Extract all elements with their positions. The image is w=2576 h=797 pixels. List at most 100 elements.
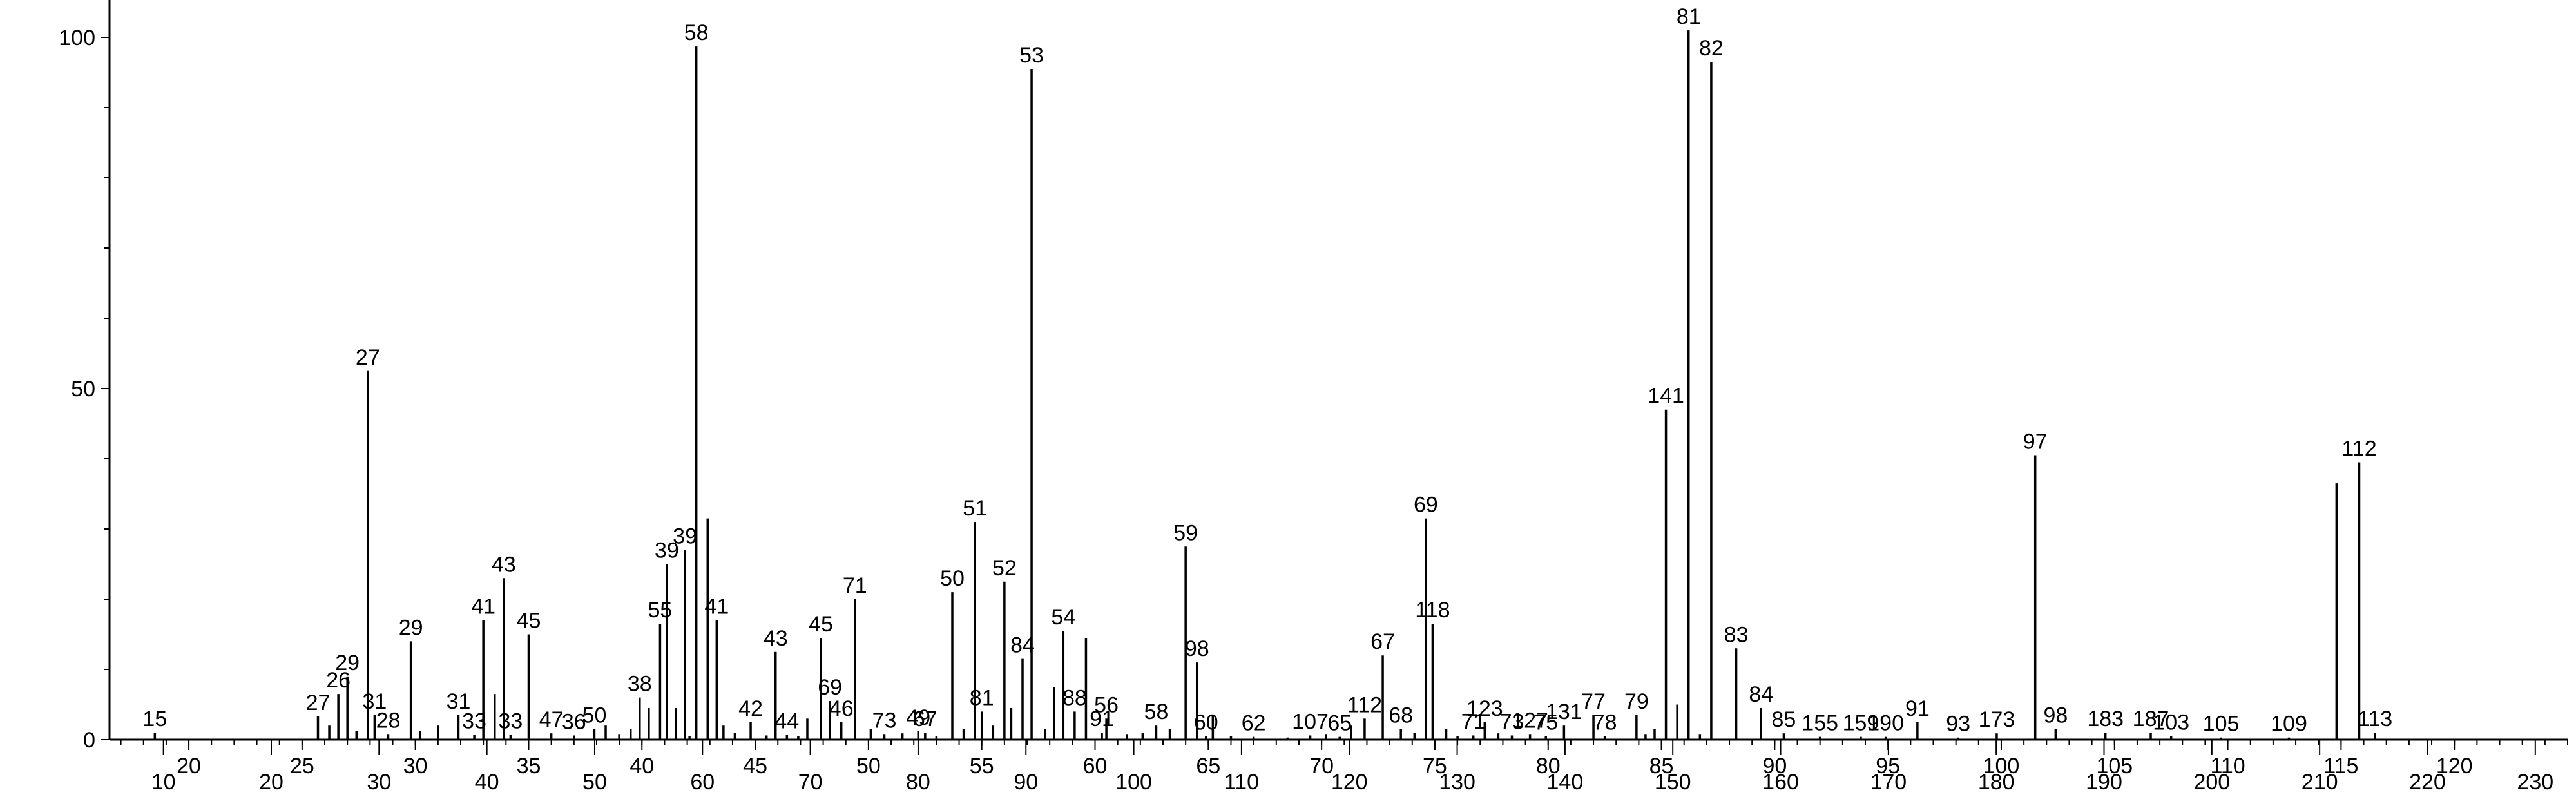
peak-label: 93 [1946, 712, 1970, 736]
x-tick-label-row1: 95 [1876, 754, 1900, 778]
x-tick-label-row2: 70 [798, 770, 823, 794]
x-tick-label-row1: 45 [743, 754, 767, 778]
peak-label: 71 [1461, 709, 1486, 734]
peak-label: 45 [517, 609, 541, 633]
peak-label: 65 [1327, 711, 1352, 736]
peak-label: 28 [376, 708, 401, 733]
peak-label: 112 [2341, 436, 2376, 461]
peak-label: 31 [362, 689, 387, 714]
x-axis: 20 25 30 35 40 45 50 55 60 65 70 75 80 85 90 95 100 105 11… [110, 738, 2568, 794]
peak-label: 109 [2271, 712, 2307, 736]
peak-label: 69 [818, 675, 842, 700]
peak-label: 79 [1624, 689, 1649, 714]
peak-label: 73 [1500, 709, 1524, 734]
peak-label: 127 [1512, 708, 1548, 733]
peak-label: 77 [1581, 689, 1606, 714]
x-tick-label-row1: 55 [970, 754, 994, 778]
peak-label: 159 [1843, 711, 1879, 736]
x-tick-label-row1: 75 [1423, 754, 1447, 778]
peak-label: 15 [142, 707, 167, 731]
peak-label: 43 [764, 626, 788, 651]
peak-label: 67 [913, 707, 937, 731]
x-tick-label-row1: 50 [856, 754, 881, 778]
peak-label: 27 [356, 345, 380, 370]
peak-label: 49 [906, 706, 930, 730]
peak-label: 41 [704, 595, 729, 619]
x-tick-label-row1: 25 [290, 754, 314, 778]
x-tick-label-row1: 80 [1536, 754, 1561, 778]
x-tick-label-row1: 110 [2210, 754, 2245, 778]
peak-label: 190 [1867, 711, 1904, 736]
y-tick-label: 0 [83, 728, 95, 753]
y-axis: 0 50 100 [59, 0, 111, 753]
y-tick-label: 100 [59, 26, 95, 50]
x-tick-label-row1: 105 [2096, 754, 2133, 778]
peak-label: 41 [471, 595, 495, 619]
x-tick-label-row1: 40 [630, 754, 654, 778]
x-tick-label-row2: 140 [1547, 770, 1584, 794]
x-tick-label-row1: 100 [1983, 754, 2020, 778]
x-tick-label-row1: 30 [403, 754, 428, 778]
x-tick-label-row2: 80 [906, 770, 930, 794]
x-tick-label-row2: 220 [2409, 770, 2446, 794]
peak-label: 45 [809, 612, 833, 637]
peak-label: 69 [1414, 493, 1438, 517]
peak-label: 46 [829, 696, 854, 721]
peak-labels: 1527262927312829313341433345473650385539… [142, 5, 2392, 736]
peak-label: 51 [963, 496, 987, 521]
peak-label: 118 [1415, 598, 1450, 622]
peak-label: 50 [582, 704, 607, 728]
peak-label: 183 [2087, 707, 2124, 731]
peak-label: 31 [447, 689, 471, 714]
x-tick-label-row2: 90 [1014, 770, 1038, 794]
peak-label: 43 [492, 552, 516, 577]
peak-label: 91 [1090, 707, 1114, 731]
peak-label: 47 [539, 707, 564, 732]
x-tick-label-row2: 230 [2517, 770, 2553, 794]
x-tick-label-row1: 20 [177, 754, 201, 778]
peak-label: 83 [1724, 622, 1749, 647]
x-tick-label-row2: 110 [1224, 770, 1259, 794]
x-tick-label-row2: 20 [259, 770, 284, 794]
peak-label: 59 [1173, 521, 1198, 545]
x-tick-label-row1: 120 [2436, 754, 2473, 778]
x-tick-label-row1: 85 [1649, 754, 1674, 778]
x-tick-label-row2: 200 [2193, 770, 2230, 794]
peak-bars [153, 30, 2376, 740]
x-tick-label-row2: 170 [1870, 770, 1907, 794]
peak-label: 113 [2358, 707, 2392, 731]
x-tick-label-row1: 60 [1083, 754, 1108, 778]
peak-label: 26 [326, 668, 351, 693]
peak-label: 81 [970, 686, 994, 710]
peak-label: 123 [1466, 696, 1503, 721]
x-tick-label-row2: 150 [1655, 770, 1691, 794]
peak-label: 141 [1648, 384, 1684, 408]
peak-label: 58 [1144, 700, 1169, 724]
peak-label: 50 [940, 566, 965, 591]
peak-label: 42 [738, 696, 763, 721]
peak-label: 88 [1062, 686, 1087, 710]
x-tick-label-row2: 180 [1978, 770, 2015, 794]
peak-label: 56 [1094, 693, 1119, 717]
x-tick-label-row2: 10 [151, 770, 176, 794]
x-tick-label-row2: 120 [1331, 770, 1368, 794]
x-tick-label-row2: 40 [475, 770, 499, 794]
peak-label: 73 [872, 708, 897, 733]
peak-label: 38 [628, 672, 652, 696]
x-tick-label-row2: 160 [1762, 770, 1799, 794]
peak-label: 53 [1019, 43, 1044, 68]
peak-label: 84 [1749, 682, 1773, 707]
x-tick-label-row1: 90 [1762, 754, 1787, 778]
peak-label: 107 [1292, 709, 1329, 734]
peak-label: 62 [1242, 711, 1266, 736]
peak-label: 98 [1185, 637, 1209, 661]
x-tick-label-row2: 210 [2302, 770, 2338, 794]
peak-label: 36 [562, 709, 586, 734]
x-tick-label-row2: 130 [1439, 770, 1475, 794]
peak-label: 33 [498, 709, 523, 733]
x-tick-label-row2: 60 [690, 770, 715, 794]
peak-label: 52 [992, 556, 1017, 581]
peak-label: 67 [1370, 629, 1395, 654]
x-tick-label-row2: 190 [2086, 770, 2122, 794]
